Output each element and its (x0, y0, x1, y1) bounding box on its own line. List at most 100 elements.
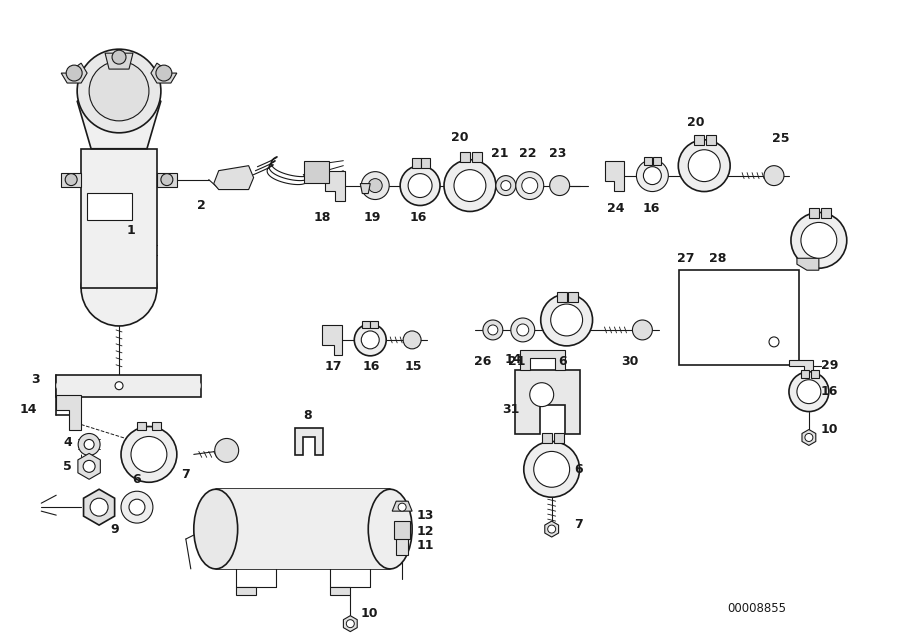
Circle shape (89, 61, 148, 121)
Text: 29: 29 (821, 359, 838, 372)
Bar (706, 135, 716, 145)
Circle shape (156, 65, 172, 81)
Bar (653, 157, 662, 164)
Circle shape (483, 320, 503, 340)
Circle shape (805, 434, 813, 441)
Bar (236, 587, 256, 595)
Bar (56, 375, 201, 397)
Bar (472, 152, 482, 162)
Circle shape (67, 65, 82, 81)
Circle shape (524, 441, 580, 497)
Circle shape (131, 436, 166, 472)
Polygon shape (56, 395, 81, 429)
Text: 6: 6 (132, 473, 140, 486)
Bar (87, 192, 132, 220)
Circle shape (161, 173, 173, 185)
Polygon shape (77, 101, 161, 149)
Text: 7: 7 (181, 468, 190, 481)
Circle shape (77, 49, 161, 133)
Circle shape (90, 498, 108, 516)
Polygon shape (213, 166, 254, 190)
Circle shape (400, 166, 440, 206)
Text: 21: 21 (491, 147, 508, 160)
Bar (644, 157, 652, 164)
Circle shape (361, 171, 389, 199)
Circle shape (121, 491, 153, 523)
Circle shape (355, 324, 386, 356)
Bar (801, 370, 809, 378)
Circle shape (83, 460, 95, 472)
Circle shape (769, 337, 779, 347)
Text: 5: 5 (63, 460, 72, 473)
Bar (61, 173, 81, 187)
Circle shape (496, 176, 516, 196)
Text: 31: 31 (502, 403, 519, 416)
Text: 26: 26 (474, 356, 491, 368)
Bar (554, 434, 563, 443)
Bar (396, 537, 408, 555)
Text: 7: 7 (574, 518, 583, 531)
Circle shape (516, 171, 544, 199)
Text: 3: 3 (32, 373, 40, 386)
Text: 10: 10 (821, 423, 839, 436)
Circle shape (764, 166, 784, 185)
Circle shape (541, 294, 592, 346)
Text: 9: 9 (111, 523, 120, 535)
Bar (370, 321, 378, 328)
Circle shape (184, 378, 201, 394)
Bar (568, 292, 578, 302)
Circle shape (548, 525, 555, 533)
Circle shape (511, 318, 535, 342)
Polygon shape (392, 501, 412, 511)
Polygon shape (789, 360, 813, 371)
Text: 21: 21 (508, 356, 526, 368)
Text: 25: 25 (772, 132, 789, 145)
Circle shape (789, 371, 829, 411)
Bar (330, 587, 350, 595)
Circle shape (679, 140, 730, 192)
Text: 11: 11 (416, 540, 434, 552)
Bar (137, 422, 146, 429)
Circle shape (534, 451, 570, 487)
Polygon shape (322, 325, 342, 355)
Text: 19: 19 (364, 211, 381, 224)
Polygon shape (544, 521, 559, 537)
Polygon shape (105, 53, 133, 69)
Text: 27: 27 (678, 251, 695, 265)
Polygon shape (605, 161, 625, 190)
Text: 6: 6 (558, 356, 567, 368)
Circle shape (361, 331, 379, 349)
Text: 13: 13 (416, 509, 434, 521)
Text: 1: 1 (127, 224, 136, 237)
Circle shape (56, 378, 72, 394)
Polygon shape (796, 258, 819, 271)
Bar (304, 161, 329, 183)
Text: 16: 16 (821, 385, 838, 398)
Text: 30: 30 (621, 356, 638, 368)
Bar (680, 271, 799, 364)
Bar (81, 149, 157, 288)
Circle shape (454, 170, 486, 201)
Bar (557, 292, 567, 302)
Text: 16: 16 (643, 202, 660, 215)
Circle shape (78, 434, 100, 455)
Circle shape (112, 50, 126, 64)
Text: 17: 17 (324, 360, 342, 373)
Circle shape (551, 304, 582, 336)
Text: 16: 16 (363, 360, 380, 373)
Circle shape (522, 178, 537, 194)
Circle shape (84, 439, 94, 450)
Circle shape (796, 380, 821, 404)
Circle shape (346, 620, 355, 627)
Bar (809, 208, 819, 218)
Polygon shape (151, 63, 176, 83)
Text: 18: 18 (314, 211, 331, 224)
Bar (394, 521, 410, 539)
Bar (216, 489, 391, 569)
Polygon shape (344, 616, 357, 632)
Circle shape (644, 166, 662, 185)
Circle shape (500, 180, 511, 190)
Ellipse shape (368, 489, 412, 569)
Bar (421, 157, 430, 168)
Polygon shape (802, 429, 815, 445)
